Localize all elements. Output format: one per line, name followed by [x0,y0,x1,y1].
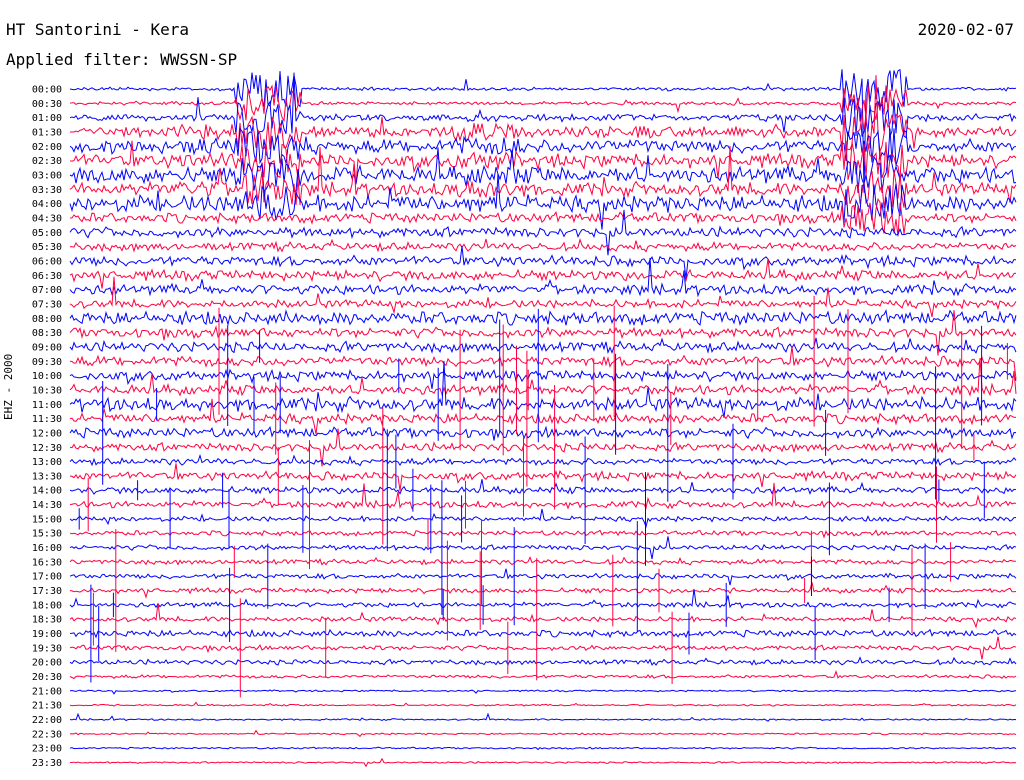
tick-label-1730: 17:30 [32,586,62,597]
tick-label-2130: 21:30 [32,701,62,712]
filter-label: Applied filter: WWSSN-SP [6,50,238,69]
trace-line-0530 [69,237,1017,253]
tick-label-0500: 05:00 [32,228,62,239]
tick-label-1930: 19:30 [32,643,62,654]
tick-label-0830: 08:30 [32,328,62,339]
tick-label-1630: 16:30 [32,557,62,568]
tick-label-0000: 00:00 [32,85,62,96]
date-label: 2020-02-07 [917,20,1014,39]
tick-label-1330: 13:30 [32,471,62,482]
tick-label-1130: 11:30 [32,414,62,425]
trace-line-2330 [69,757,1017,768]
tick-label-2230: 22:30 [32,729,62,740]
trace-line-2030 [69,669,1017,680]
tick-label-1430: 14:30 [32,500,62,511]
trace-line-2100 [69,689,1017,695]
tick-label-0200: 02:00 [32,142,62,153]
trace-line-0600 [69,245,1017,279]
trace-line-1300 [69,453,1017,467]
tick-label-1030: 10:30 [32,385,62,396]
station-title: HT Santorini - Kera [6,20,190,39]
tick-label-1530: 15:30 [32,529,62,540]
tick-label-0130: 01:30 [32,127,62,138]
trace-line-1330 [69,463,1017,491]
trace-line-1630 [69,555,1016,566]
trace-line-1700 [69,568,1017,586]
tick-label-1400: 14:00 [32,486,62,497]
trace-line-1000 [69,368,1017,389]
tick-label-0800: 08:00 [32,314,62,325]
tick-label-1830: 18:30 [32,615,62,626]
trace-line-2300 [69,746,1017,751]
trace-line-1930 [69,636,1017,660]
tick-label-2200: 22:00 [32,715,62,726]
trace-line-0900 [69,337,1017,355]
tick-label-1500: 15:00 [32,514,62,525]
tick-label-0530: 05:30 [32,242,62,253]
tick-label-2300: 23:00 [32,744,62,755]
trace-line-2130 [69,701,1017,707]
trace-line-1200 [69,425,1017,441]
tick-label-0630: 06:30 [32,271,62,282]
trace-line-1530 [69,529,1017,539]
trace-line-0130 [70,75,1017,152]
tick-label-1900: 19:00 [32,629,62,640]
tick-label-1000: 10:00 [32,371,62,382]
tick-label-0230: 02:30 [32,156,62,167]
tick-label-0700: 07:00 [32,285,62,296]
trace-line-0630 [69,258,1017,289]
tick-label-0600: 06:00 [32,256,62,267]
trace-line-1900 [69,628,1017,639]
tick-label-0330: 03:30 [32,185,62,196]
trace-line-0730 [69,276,1017,318]
trace-line-0500 [69,209,1017,256]
tick-label-0400: 04:00 [32,199,62,210]
trace-line-0030 [69,84,1017,123]
tick-label-1200: 12:00 [32,428,62,439]
tick-label-1600: 16:00 [32,543,62,554]
trace-line-2230 [69,729,1017,738]
trace-line-2200 [69,712,1017,722]
tick-label-1230: 12:30 [32,443,62,454]
trace-line-0330 [69,145,1017,208]
trace-line-0700 [69,257,1017,298]
trace-line-1500 [69,508,1016,529]
tick-label-0300: 03:00 [32,170,62,181]
tick-label-1100: 11:00 [32,400,62,411]
tick-label-2030: 20:30 [32,672,62,683]
trace-line-1230 [69,428,1017,467]
tick-label-2330: 23:30 [32,758,62,769]
tick-label-0430: 04:30 [32,213,62,224]
tick-label-2100: 21:00 [32,686,62,697]
tick-label-1800: 18:00 [32,600,62,611]
trace-line-1800 [69,588,1017,609]
trace-line-2000 [69,656,1017,666]
trace-line-1600 [69,536,1017,560]
tick-label-1700: 17:00 [32,572,62,583]
tick-label-1300: 13:00 [32,457,62,468]
trace-line-1730 [69,582,1017,599]
tick-label-0730: 07:30 [32,299,62,310]
trace-line-1430 [69,482,1017,510]
trace-line-0230 [69,140,1017,185]
tick-label-0930: 09:30 [32,357,62,368]
tick-label-0900: 09:00 [32,342,62,353]
trace-line-0430 [69,197,1017,237]
tick-label-0100: 01:00 [32,113,62,124]
tick-label-2000: 20:00 [32,658,62,669]
trace-line-1400 [69,479,1017,495]
trace-line-0100 [69,72,1017,139]
trace-line-0800 [69,309,1017,327]
trace-line-1830 [69,602,1017,629]
trace-line-0200 [69,127,1017,166]
tick-label-0030: 00:30 [32,99,62,110]
